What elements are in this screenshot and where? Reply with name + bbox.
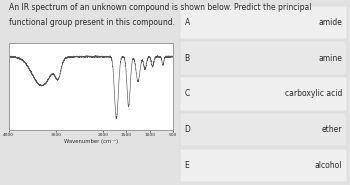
Text: D: D [184, 125, 190, 134]
Text: E: E [184, 161, 189, 170]
Text: carboxylic acid: carboxylic acid [285, 89, 342, 98]
Text: B: B [184, 54, 190, 63]
Text: A: A [184, 18, 190, 27]
Text: C: C [184, 89, 190, 98]
Text: alcohol: alcohol [315, 161, 342, 170]
Text: An IR spectrum of an unknown compound is shown below. Predict the principal: An IR spectrum of an unknown compound is… [9, 3, 311, 12]
Text: ether: ether [322, 125, 342, 134]
X-axis label: Wavenumber (cm⁻¹): Wavenumber (cm⁻¹) [64, 139, 118, 144]
Text: amine: amine [318, 54, 342, 63]
Text: amide: amide [318, 18, 342, 27]
Text: functional group present in this compound.: functional group present in this compoun… [9, 18, 175, 27]
